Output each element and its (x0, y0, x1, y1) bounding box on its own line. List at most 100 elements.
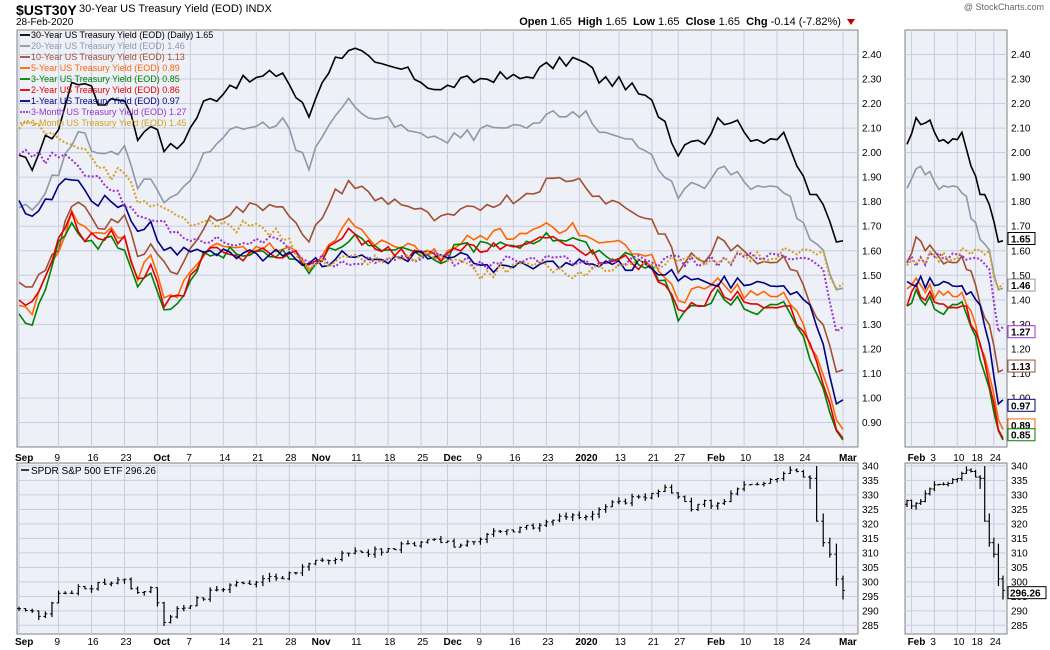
x-tick-label: Mar (839, 453, 857, 464)
x-tick-label: 27 (674, 637, 686, 648)
x-tick-label: 10 (953, 453, 965, 464)
last-value-text: 0.85 (1011, 431, 1031, 442)
mini-series-line-3 (906, 276, 1004, 430)
high-label: High (577, 16, 603, 28)
mini-series-line-5 (906, 282, 1004, 439)
x-tick-label: 28 (285, 637, 297, 648)
x-tick-label: 10 (740, 637, 752, 648)
x-tick-label: 13 (615, 637, 627, 648)
x-tick-label: 3 (930, 453, 936, 464)
y-tick-label: 2.30 (1011, 75, 1031, 86)
y-tick-label: 330 (1011, 490, 1028, 501)
y-tick-label: 285 (862, 621, 879, 632)
x-tick-label: 27 (674, 453, 686, 464)
x-tick-label: 23 (120, 453, 132, 464)
yield-mini-series (906, 115, 1004, 441)
exchange-text: INDX (245, 3, 272, 15)
symbol: $UST30Y (16, 2, 77, 18)
y-tick-label: 1.20 (1011, 344, 1031, 355)
y-tick-label: 2.20 (862, 99, 882, 110)
last-value-tag (1007, 278, 1036, 292)
x-tick-label: Sep (15, 637, 33, 648)
mini-series-line-7 (906, 250, 1004, 334)
legend: 30-Year US Treasury Yield (EOD) (Daily) … (20, 30, 213, 128)
chart-date: 28-Feb-2020 (16, 17, 74, 28)
y-tick-label: 340 (862, 461, 879, 472)
ohlc-readout: Open 1.65 High 1.65 Low 1.65 Close 1.65 … (519, 16, 855, 28)
y-tick-label: 310 (1011, 548, 1028, 559)
y-tick-label: 1.80 (1011, 197, 1031, 208)
mini-series-line-1 (906, 165, 1004, 291)
spy-title-text: SPDR S&P 500 ETF 296.26 (31, 466, 156, 477)
y-tick-label: 305 (862, 563, 879, 574)
legend-entry: 3-Year US Treasury Yield (EOD) 0.85 (31, 74, 180, 84)
x-tick-label: 23 (120, 637, 132, 648)
legend-entry: 3-Month US Treasury Yield (EOD) 1.27 (31, 107, 187, 117)
y-tick-label: 2.20 (1011, 99, 1031, 110)
chg-value: -0.14 (-7.82%) (770, 16, 841, 28)
open-label: Open (519, 16, 548, 28)
y-tick-label: 2.10 (862, 124, 882, 135)
x-tick-label: 24 (799, 637, 811, 648)
y-tick-label: 1.10 (1011, 369, 1031, 380)
spy-mini-panel (904, 462, 1008, 635)
y-tick-label: 2.40 (862, 50, 882, 61)
x-tick-label: Feb (908, 453, 926, 464)
legend-entry: 2-Year US Treasury Yield (EOD) 0.86 (31, 85, 180, 95)
x-tick-label: 18 (773, 453, 785, 464)
y-tick-label: 2.10 (1011, 124, 1031, 135)
x-tick-label: 14 (219, 637, 231, 648)
x-tick-label: 16 (509, 637, 521, 648)
y-tick-label: 2.40 (1011, 50, 1031, 61)
legend-entry: 1-Month US Treasury Yield (EOD) 1.45 (31, 118, 187, 128)
spy-x-axis: Sep 9 16 23 Oct 7 14 21 28 Nov 11 18 25 Dec 9 16 23 2020 1… (15, 463, 857, 648)
x-tick-label: 24 (990, 637, 1002, 648)
x-tick-label: Mar (839, 637, 857, 648)
x-tick-label: 9 (476, 637, 482, 648)
last-value-tags: 1.65 1.46 1.27 1.13 0.97 0.890.85 (1007, 232, 1036, 442)
yield-series (18, 47, 844, 441)
x-tick-label: 24 (990, 453, 1002, 464)
open-value: 1.65 (550, 16, 572, 28)
x-tick-label: 16 (88, 453, 100, 464)
y-tick-label: 290 (862, 606, 879, 617)
y-tick-label: 1.00 (862, 393, 882, 404)
y-tick-label: 325 (1011, 505, 1028, 516)
x-tick-label: 13 (615, 453, 627, 464)
y-tick-label: 2.00 (1011, 148, 1031, 159)
x-tick-label: Sep (15, 453, 33, 464)
mini-series-line-8 (906, 246, 1004, 291)
y-tick-label: 2.30 (862, 75, 882, 86)
y-tick-label: 310 (862, 548, 879, 559)
y-tick-label: 1.70 (862, 222, 882, 233)
y-tick-label: 325 (862, 505, 879, 516)
x-tick-label: Dec (443, 637, 462, 648)
last-value-text: 0.89 (1011, 421, 1031, 432)
high-value: 1.65 (605, 16, 627, 28)
y-tick-label: 340 (1011, 461, 1028, 472)
spy-panel (16, 462, 859, 635)
spy-bars (17, 466, 845, 627)
mini-series-line-0 (906, 115, 1004, 243)
last-value-text: 1.46 (1011, 281, 1031, 292)
chart-header: $UST30Y 30-Year US Treasury Yield (EOD) … (0, 0, 1050, 30)
series-line-0 (18, 47, 844, 243)
x-tick-label: 2020 (575, 637, 598, 648)
x-tick-label: 16 (509, 453, 521, 464)
x-tick-label: 21 (648, 453, 660, 464)
x-tick-label: Feb (707, 637, 725, 648)
y-tick-label: 1.50 (1011, 271, 1031, 282)
y-tick-label: 315 (862, 534, 879, 545)
y-tick-label: 1.10 (862, 369, 882, 380)
x-tick-label: 21 (648, 637, 660, 648)
last-value-text: 1.65 (1011, 235, 1031, 246)
y-tick-label: 1.90 (862, 173, 882, 184)
close-value: 1.65 (718, 16, 741, 28)
x-tick-label: 3 (930, 637, 936, 648)
x-tick-label: 14 (219, 453, 231, 464)
yield-mini-x-axis: Feb 3 10 18 24 (908, 30, 1002, 464)
series-line-1 (18, 97, 844, 291)
series-line-5 (18, 210, 844, 439)
x-tick-label: Nov (312, 453, 331, 464)
